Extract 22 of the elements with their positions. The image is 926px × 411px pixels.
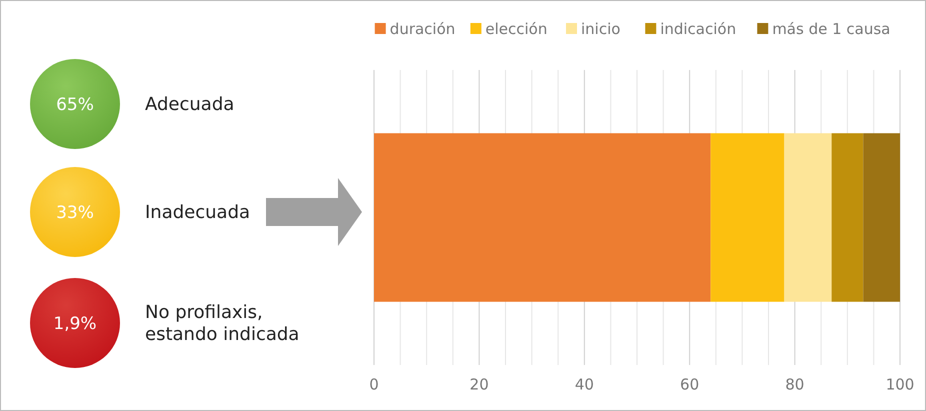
- bar: [710, 133, 784, 302]
- bar: [863, 133, 900, 302]
- legend-label: más de 1 causa: [772, 20, 890, 38]
- text: 1,9%: [53, 314, 97, 334]
- text: Adecuada: [145, 94, 234, 115]
- text: 65%: [56, 95, 94, 115]
- legend-label: elección: [485, 20, 548, 38]
- legend-label: duración: [390, 20, 456, 38]
- x-tick-label: 40: [574, 376, 594, 394]
- x-tick-label: 60: [680, 376, 700, 394]
- bar: [832, 133, 864, 302]
- x-tick-label: 20: [470, 376, 489, 394]
- x-tick-label: 100: [886, 376, 914, 394]
- text: Inadecuada: [145, 202, 250, 223]
- x-tick-label: 80: [785, 376, 804, 394]
- x-tick-label: 0: [369, 376, 379, 394]
- bar: [374, 133, 711, 302]
- bar: [784, 133, 832, 302]
- text: No profilaxis, estando indicada: [145, 302, 300, 345]
- legend-label: inicio: [581, 20, 620, 38]
- text: 33%: [56, 203, 94, 223]
- legend-label: indicación: [660, 20, 736, 38]
